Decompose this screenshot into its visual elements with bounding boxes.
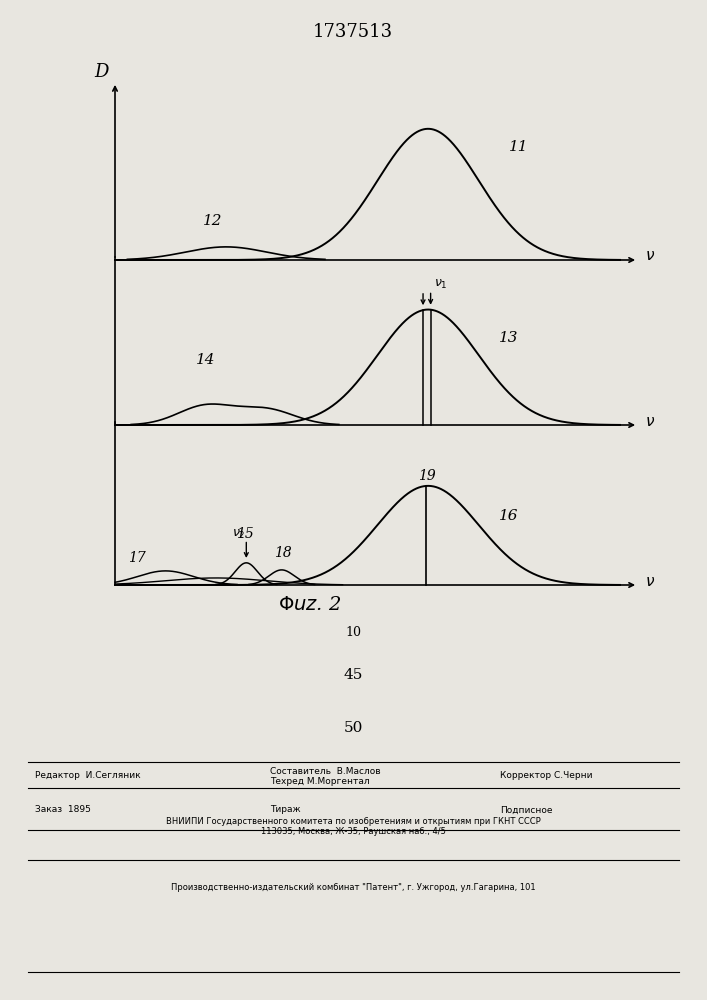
Text: Составитель  В.Маслов: Составитель В.Маслов bbox=[270, 768, 380, 776]
Text: 17: 17 bbox=[128, 551, 146, 565]
Text: 18: 18 bbox=[274, 546, 292, 560]
Text: Корректор С.Черни: Корректор С.Черни bbox=[500, 772, 592, 780]
Text: 19: 19 bbox=[418, 469, 436, 483]
Text: Производственно-издательский комбинат "Патент", г. Ужгород, ул.Гагарина, 101: Производственно-издательский комбинат "П… bbox=[170, 884, 535, 892]
Text: 12: 12 bbox=[204, 214, 223, 228]
Text: Тираж: Тираж bbox=[270, 806, 300, 814]
Text: D: D bbox=[94, 63, 108, 81]
Text: 15: 15 bbox=[236, 528, 254, 542]
Text: 1737513: 1737513 bbox=[313, 23, 393, 41]
Text: $\Phi u\mathit{z}$. 2: $\Phi u\mathit{z}$. 2 bbox=[278, 596, 341, 614]
Text: 11: 11 bbox=[509, 140, 528, 154]
Text: Редактор  И.Сегляник: Редактор И.Сегляник bbox=[35, 772, 141, 780]
Text: Техред М.Моргентал: Техред М.Моргентал bbox=[270, 778, 370, 786]
Text: $\nu_1$: $\nu_1$ bbox=[433, 278, 448, 291]
Text: Подписное: Подписное bbox=[500, 806, 552, 814]
Text: 50: 50 bbox=[344, 721, 363, 735]
Text: 10: 10 bbox=[345, 626, 361, 639]
Text: ВНИИПИ Государственного комитета по изобретениям и открытиям при ГКНТ СССР: ВНИИПИ Государственного комитета по изоб… bbox=[165, 818, 540, 826]
Text: 45: 45 bbox=[344, 668, 363, 682]
Text: 113035, Москва, Ж-35, Раушская наб., 4/5: 113035, Москва, Ж-35, Раушская наб., 4/5 bbox=[261, 828, 445, 836]
Text: Заказ  1895: Заказ 1895 bbox=[35, 806, 91, 814]
Text: 13: 13 bbox=[499, 331, 518, 345]
Text: $\nu$: $\nu$ bbox=[645, 414, 655, 428]
Text: $\nu_2$: $\nu_2$ bbox=[233, 527, 246, 541]
Text: 16: 16 bbox=[499, 509, 518, 523]
Text: 14: 14 bbox=[196, 353, 216, 367]
Text: $\nu$: $\nu$ bbox=[645, 574, 655, 588]
Text: $\nu$: $\nu$ bbox=[645, 248, 655, 263]
